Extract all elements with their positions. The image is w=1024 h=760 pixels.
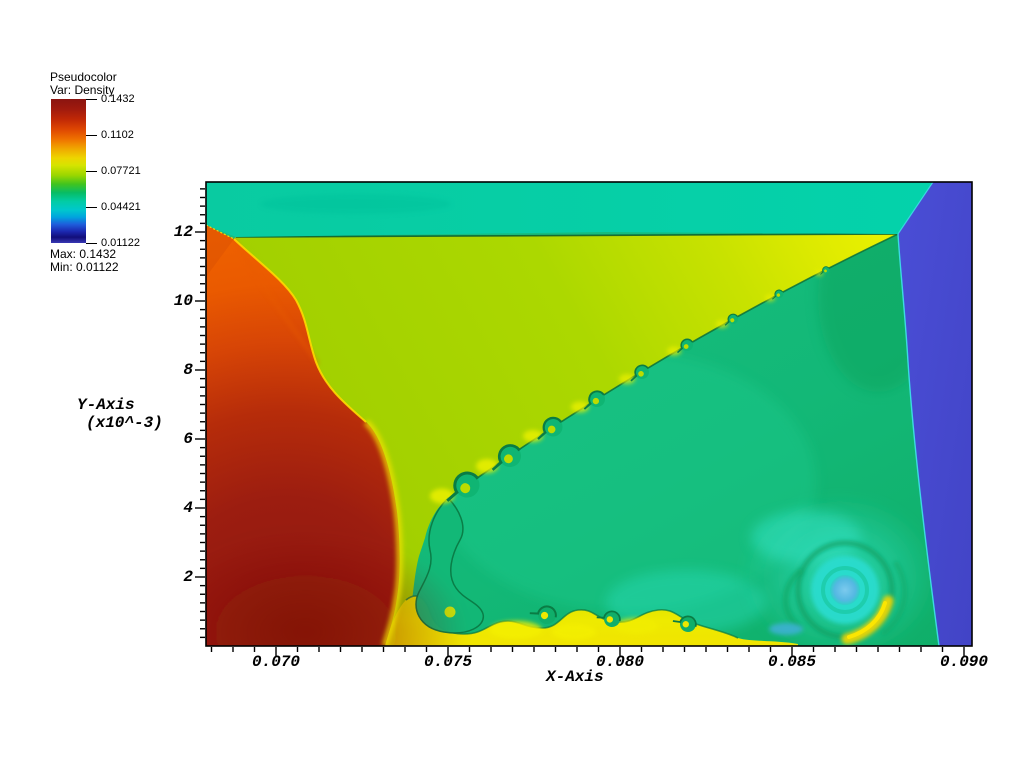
x-axis-title: X-Axis: [546, 668, 604, 686]
legend-variable: Var: Density: [50, 83, 115, 97]
x-tick-label: 0.070: [251, 653, 300, 671]
y-axis-scale: (x10^-3): [86, 414, 163, 432]
legend-min: Min: 0.01122: [50, 260, 119, 274]
colorbar-tick: [86, 171, 97, 172]
y-tick-label: 10: [173, 292, 193, 310]
vortex-blue-blob: [769, 623, 803, 635]
x-tick-label: 0.080: [595, 653, 644, 671]
legend-max: Max: 0.1432: [50, 247, 117, 261]
colorbar-tick-label: 0.07721: [101, 165, 141, 177]
x-tick-label: 0.090: [939, 653, 988, 671]
colorbar-tick-label: 0.04421: [101, 201, 141, 213]
teal-wisp: [261, 194, 451, 214]
legend-title: Pseudocolor: [50, 70, 117, 84]
colorbar-tick-label: 0.01122: [101, 237, 140, 249]
x-tick-label: 0.085: [767, 653, 816, 671]
colorbar-tick: [86, 243, 97, 244]
y-tick-label: 6: [183, 430, 193, 448]
x-tick-label: 0.075: [423, 653, 472, 671]
y-axis-title: Y-Axis: [77, 396, 135, 414]
vortex-core: [830, 575, 860, 605]
colorbar-tick: [86, 135, 97, 136]
legend-colorbar: [51, 99, 86, 243]
colorbar-tick: [86, 99, 97, 100]
yellow-hotspot: [490, 621, 542, 639]
y-tick-label: 2: [183, 568, 193, 586]
y-tick-label: 4: [183, 499, 193, 517]
colorbar-tick-label: 0.1102: [101, 129, 134, 141]
yellow-hotspot: [552, 624, 596, 640]
pseudocolor-density-field[interactable]: [206, 182, 972, 646]
y-tick-label: 12: [173, 223, 193, 241]
y-tick-label: 8: [183, 361, 193, 379]
colorbar-tick-label: 0.1432: [101, 93, 135, 105]
colorbar-tick: [86, 207, 97, 208]
